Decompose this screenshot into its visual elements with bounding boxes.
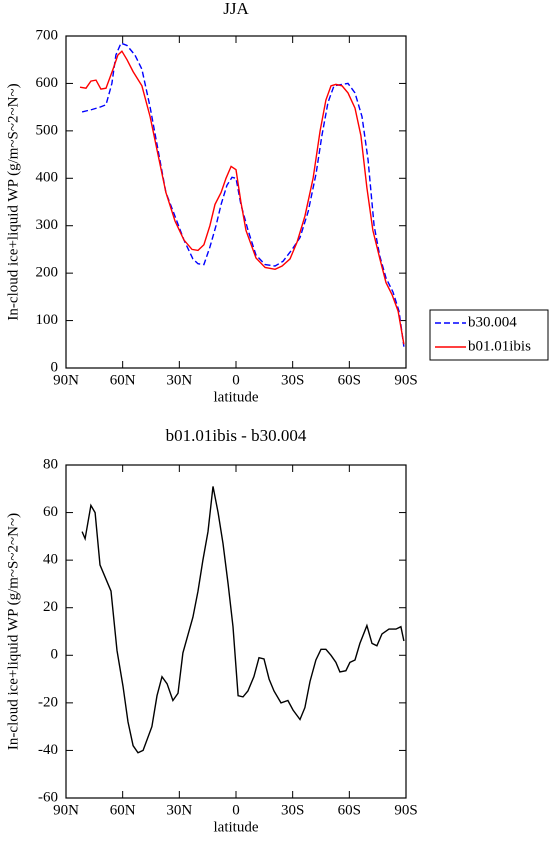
- x-tick-label: 30S: [281, 372, 304, 388]
- legend-box: [429, 309, 549, 361]
- plot-frame: [65, 35, 407, 369]
- x-axis-label: latitude: [214, 819, 259, 835]
- x-tick-label: 90S: [394, 372, 417, 388]
- x-tick-label: 60N: [110, 802, 136, 818]
- x-tick-label: 90S: [394, 802, 417, 818]
- x-axis-label: latitude: [214, 389, 259, 405]
- y-tick-label: 20: [43, 599, 58, 615]
- legend-label: b01.01ibis: [468, 338, 531, 354]
- y-tick-label: 300: [36, 217, 59, 233]
- chart-title: JJA: [223, 0, 249, 18]
- x-tick-label: 60S: [338, 372, 361, 388]
- difference-line: [81, 486, 405, 754]
- y-tick-label: -20: [38, 694, 58, 710]
- x-tick-label: 60S: [338, 802, 361, 818]
- x-tick-label: 30N: [166, 802, 192, 818]
- x-tick-label: 0: [232, 372, 240, 388]
- legend-label: b30.004: [468, 314, 517, 330]
- y-tick-label: 60: [43, 504, 58, 520]
- y-tick-label: -60: [38, 789, 58, 805]
- y-tick-label: 400: [36, 170, 59, 186]
- x-tick-label: 30S: [281, 802, 304, 818]
- x-tick-label: 90N: [53, 372, 79, 388]
- plot-frame: [65, 464, 407, 799]
- y-tick-label: 80: [43, 456, 58, 472]
- x-tick-label: 30N: [166, 372, 192, 388]
- y-tick-label: 500: [36, 122, 59, 138]
- y-axis-label: In-cloud ice+liquid WP (g/m~S~2~N~): [5, 513, 21, 750]
- x-tick-label: 90N: [53, 802, 79, 818]
- y-tick-label: 0: [51, 647, 59, 663]
- y-tick-label: 600: [36, 75, 59, 91]
- chart-title: b01.01ibis - b30.004: [166, 426, 307, 445]
- series-line: [79, 50, 405, 345]
- y-axis-label: In-cloud ice+liquid WP (g/m~S~2~N~): [5, 83, 21, 320]
- y-tick-label: 100: [36, 312, 59, 328]
- y-tick-label: 700: [36, 27, 59, 43]
- y-tick-label: 0: [51, 359, 59, 375]
- x-tick-label: 0: [232, 802, 240, 818]
- x-tick-label: 60N: [110, 372, 136, 388]
- series-line: [81, 42, 405, 347]
- y-tick-label: 40: [43, 552, 58, 568]
- y-tick-label: -40: [38, 742, 58, 758]
- y-tick-label: 200: [36, 265, 59, 281]
